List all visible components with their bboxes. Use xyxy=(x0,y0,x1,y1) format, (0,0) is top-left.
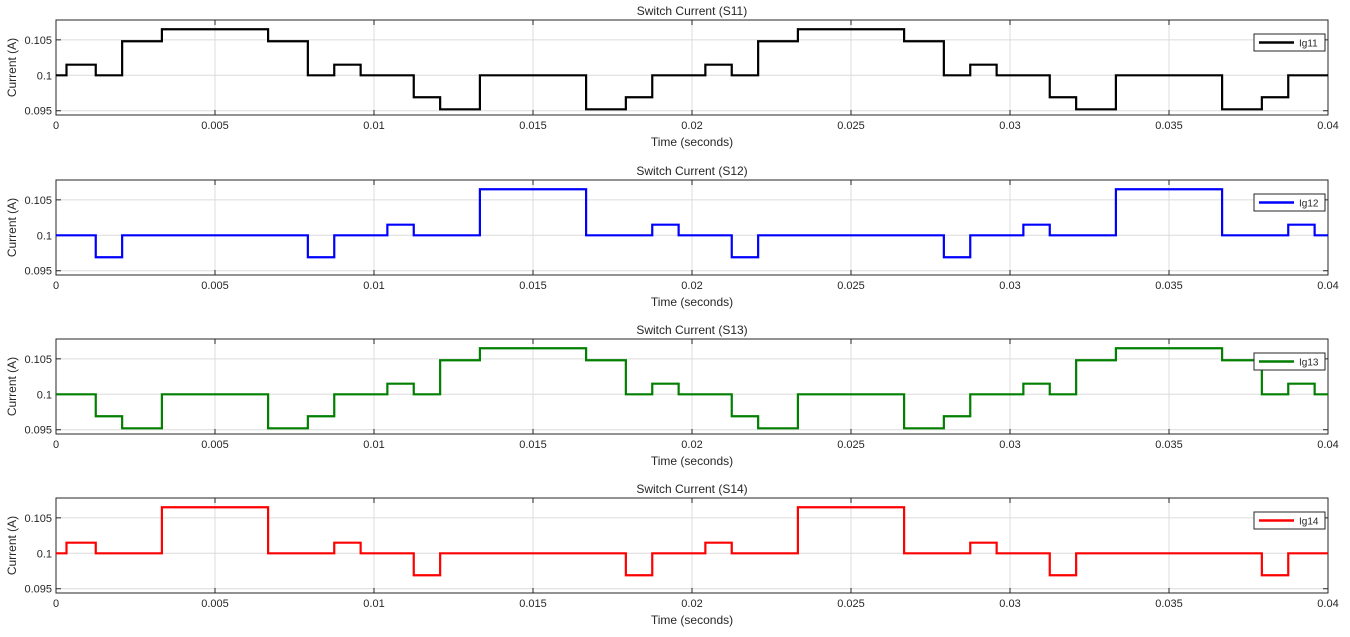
legend: Ig12 xyxy=(1253,193,1326,212)
x-axis-label: Time (seconds) xyxy=(651,454,733,468)
x-axis-label: Time (seconds) xyxy=(651,613,733,627)
x-tick-label: 0.03 xyxy=(999,598,1020,610)
legend: Ig11 xyxy=(1253,33,1326,52)
y-tick-label: 0.095 xyxy=(24,425,52,437)
x-tick-label: 0.01 xyxy=(363,439,384,451)
y-tick-label: 0.105 xyxy=(24,513,52,525)
x-tick-label: 0.01 xyxy=(363,120,384,132)
legend-label: Ig11 xyxy=(1299,39,1318,50)
x-axis-label: Time (seconds) xyxy=(651,135,733,149)
x-tick-label: 0.035 xyxy=(1155,439,1183,451)
legend-label: Ig14 xyxy=(1299,517,1319,528)
y-tick-label: 0.095 xyxy=(24,106,52,118)
subplot-4: 0 0.005 0.01 0.015 0.02 0.025 0.03 0.035 0.04 0.0… xyxy=(5,482,1339,627)
chart-title: Switch Current (S12) xyxy=(636,164,747,178)
x-tick-label: 0.02 xyxy=(681,598,702,610)
series-line-Ig12 xyxy=(56,188,1328,259)
series-line-Ig11 xyxy=(56,28,1328,111)
y-axis-label: Current (A) xyxy=(5,198,19,257)
x-tick-label: 0.005 xyxy=(201,439,229,451)
x-tick-label: 0.03 xyxy=(999,280,1020,292)
x-tick-label: 0.005 xyxy=(201,280,229,292)
legend: Ig13 xyxy=(1253,352,1326,371)
x-tick-label: 0.005 xyxy=(201,120,229,132)
x-tick-label: 0.02 xyxy=(681,120,702,132)
x-tick-label: 0.005 xyxy=(201,598,229,610)
x-tick-label: 0.04 xyxy=(1317,439,1338,451)
x-tick-label: 0.04 xyxy=(1317,120,1338,132)
y-tick-label: 0.095 xyxy=(24,584,52,596)
y-tick-label: 0.1 xyxy=(37,548,52,560)
y-tick-label: 0.1 xyxy=(37,230,52,242)
x-tick-label: 0 xyxy=(53,439,59,451)
legend-label: Ig13 xyxy=(1299,358,1319,369)
chart-title: Switch Current (S13) xyxy=(636,323,747,337)
y-tick-label: 0.1 xyxy=(37,389,52,401)
y-axis-label: Current (A) xyxy=(5,357,19,416)
x-tick-label: 0.025 xyxy=(837,598,865,610)
x-tick-label: 0.035 xyxy=(1155,598,1183,610)
x-tick-label: 0.03 xyxy=(999,120,1020,132)
x-tick-label: 0 xyxy=(53,120,59,132)
subplot-2: 0 0.005 0.01 0.015 0.02 0.025 0.03 0.035 0.04 0.0… xyxy=(5,164,1339,309)
x-axis-label: Time (seconds) xyxy=(651,295,733,309)
chart-title: Switch Current (S11) xyxy=(637,4,747,18)
y-axis-label: Current (A) xyxy=(5,516,19,575)
x-tick-label: 0.015 xyxy=(519,120,547,132)
y-axis-label: Current (A) xyxy=(5,38,19,97)
x-tick-label: 0.04 xyxy=(1317,598,1338,610)
subplot-3: 0 0.005 0.01 0.015 0.02 0.025 0.03 0.035 0.04 0.0… xyxy=(5,323,1339,468)
x-tick-label: 0.03 xyxy=(999,439,1020,451)
x-tick-label: 0.035 xyxy=(1155,120,1183,132)
y-tick-label: 0.095 xyxy=(24,266,52,278)
x-tick-label: 0.025 xyxy=(837,280,865,292)
y-tick-label: 0.105 xyxy=(24,354,52,366)
y-tick-label: 0.105 xyxy=(24,35,52,47)
x-tick-label: 0 xyxy=(53,280,59,292)
x-tick-label: 0.02 xyxy=(681,280,702,292)
x-tick-label: 0.015 xyxy=(519,280,547,292)
x-tick-label: 0.025 xyxy=(837,120,865,132)
x-tick-label: 0.04 xyxy=(1317,280,1338,292)
y-tick-label: 0.105 xyxy=(24,195,52,207)
chart-title: Switch Current (S14) xyxy=(636,482,747,496)
legend-label: Ig12 xyxy=(1299,199,1319,210)
x-tick-label: 0.015 xyxy=(519,598,547,610)
x-tick-label: 0.015 xyxy=(519,439,547,451)
x-tick-label: 0 xyxy=(53,598,59,610)
x-tick-label: 0.035 xyxy=(1155,280,1183,292)
y-tick-label: 0.1 xyxy=(37,70,52,82)
x-tick-label: 0.025 xyxy=(837,439,865,451)
legend: Ig14 xyxy=(1253,511,1326,530)
series-line-Ig13 xyxy=(56,347,1328,430)
x-tick-label: 0.01 xyxy=(363,280,384,292)
subplot-1: 0 0.005 0.01 0.015 0.02 0.025 0.03 0.035 0.04 0.0… xyxy=(5,4,1339,149)
series-line-Ig14 xyxy=(56,506,1328,577)
x-tick-label: 0.01 xyxy=(363,598,384,610)
x-tick-label: 0.02 xyxy=(681,439,702,451)
